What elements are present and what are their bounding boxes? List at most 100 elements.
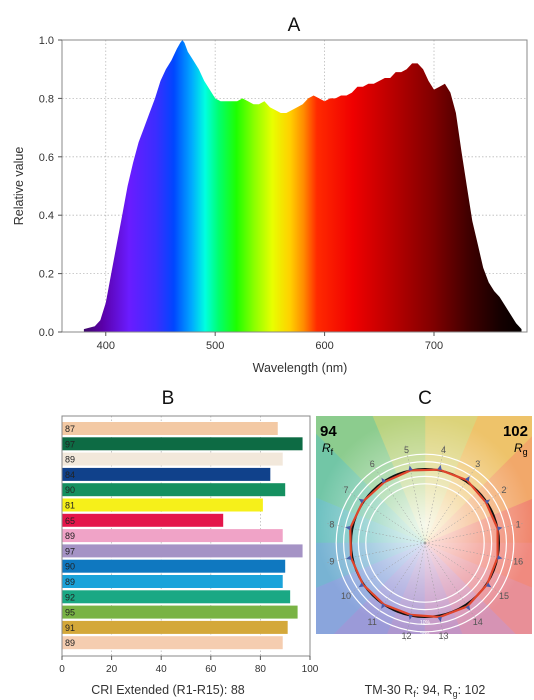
cri-bar-label: 89 <box>65 577 75 587</box>
bin-label: 6 <box>370 459 375 469</box>
cri-bar <box>62 513 224 527</box>
x-tick-label: 40 <box>156 664 168 675</box>
y-tick-label: 0.0 <box>39 327 54 339</box>
panel-b-x-ticks: 0 20 40 60 80 100 <box>59 656 319 675</box>
cri-bar <box>62 483 286 497</box>
rg-label-letter: R <box>514 441 523 455</box>
x-tick-label: 80 <box>255 664 267 675</box>
x-tick-label: 700 <box>425 340 443 352</box>
reference-ring <box>357 475 493 611</box>
x-tick-label: 60 <box>205 664 217 675</box>
tm30-bin-spokes <box>326 444 524 642</box>
cri-bar <box>62 467 271 481</box>
cri-bar-label: 92 <box>65 592 75 602</box>
shift-arrow <box>465 605 471 611</box>
x-tick-label: 500 <box>206 340 224 352</box>
cri-bar <box>62 575 283 588</box>
panel-c-letter: C <box>418 388 432 409</box>
panel-b-letter: B <box>162 388 175 409</box>
bin-spoke <box>405 444 426 544</box>
x-tick-label: 100 <box>302 664 319 675</box>
panel-a-plot-frame <box>61 39 528 333</box>
bin-label: 14 <box>473 617 483 627</box>
bin-spoke <box>424 459 481 544</box>
bin-spoke <box>424 542 509 599</box>
bin-spoke <box>341 542 426 599</box>
tm30-reference-rings <box>335 453 515 633</box>
cri-bar <box>62 590 291 604</box>
cri-bar-label: 65 <box>65 516 75 526</box>
y-tick-label: 0.2 <box>39 269 54 281</box>
tm30-shift-arrows <box>345 464 503 622</box>
bin-label: 12 <box>401 631 411 641</box>
cri-bar-label: 81 <box>65 501 75 511</box>
shift-arrow <box>345 525 351 531</box>
caption-rf-sub: f <box>413 689 416 699</box>
rf-value: 94 <box>320 423 337 440</box>
shift-arrow <box>484 499 491 505</box>
rg-label-sub: g <box>523 447 528 457</box>
cri-bar-label: 89 <box>65 455 75 465</box>
bin-spoke <box>326 523 426 544</box>
panel-b-plot-frame <box>61 415 311 657</box>
bin-spoke <box>424 542 445 642</box>
cri-bar-label: 97 <box>65 546 75 556</box>
panel-b-bars: 87 97 89 84 90 81 65 89 97 90 89 92 95 91 89 <box>62 422 303 650</box>
cri-bar-label: 97 <box>65 439 75 449</box>
bin-label: 8 <box>329 519 334 529</box>
rf-label-letter: R <box>322 441 331 455</box>
tm30-center-fade <box>316 416 532 634</box>
panel-a-x-ticks: 400 500 600 700 <box>97 332 443 352</box>
rg-label: Rg <box>514 441 528 457</box>
bin-spoke <box>424 542 481 627</box>
bin-spoke <box>424 487 509 544</box>
bin-label: 3 <box>475 459 480 469</box>
bin-spoke <box>369 459 426 544</box>
cri-bar-label: 87 <box>65 424 75 434</box>
cri-bar <box>62 422 278 435</box>
cri-bar <box>62 452 283 466</box>
bin-label: 16 <box>513 557 523 567</box>
shift-arrow <box>346 555 352 560</box>
y-tick-label: 1.0 <box>39 35 54 47</box>
shift-arrow <box>485 582 492 588</box>
bin-label: 9 <box>329 557 334 567</box>
shift-arrow <box>465 476 470 482</box>
reference-ring <box>365 483 485 603</box>
shift-arrow <box>437 464 442 471</box>
panel-a-xlabel: Wavelength (nm) <box>253 361 348 375</box>
cri-bar-label: 90 <box>65 485 75 495</box>
cri-bar <box>62 605 298 619</box>
cri-bar <box>62 636 283 650</box>
bin-label: 1 <box>516 519 521 529</box>
cri-bar-label: 95 <box>65 608 75 618</box>
bin-label: 15 <box>499 591 509 601</box>
cri-bar <box>62 620 288 634</box>
cri-bar <box>62 544 303 558</box>
cri-bar <box>62 559 286 573</box>
spectrum-area <box>83 40 522 332</box>
bin-spoke <box>424 444 445 544</box>
bin-label: 7 <box>344 485 349 495</box>
panel-a-ylabel: Relative value <box>12 147 26 226</box>
caption-rg-sub: g <box>453 689 458 699</box>
reference-ring <box>343 461 508 626</box>
y-tick-label: 0.8 <box>39 93 54 105</box>
bin-spoke <box>341 487 426 544</box>
shift-arrow <box>358 498 365 504</box>
tm30-ring-label-10: 10% <box>420 620 431 626</box>
cri-bar-label: 90 <box>65 562 75 572</box>
shift-arrow <box>381 477 387 484</box>
shift-arrow <box>408 614 413 620</box>
bin-label: 5 <box>404 445 409 455</box>
shift-arrow <box>437 616 442 622</box>
shift-arrow <box>408 465 413 471</box>
panel-b-caption: CRI Extended (R1-R15): 88 <box>91 683 245 697</box>
x-tick-label: 20 <box>106 664 118 675</box>
bin-spoke <box>369 542 426 627</box>
rg-value: 102 <box>503 423 528 440</box>
bin-spoke <box>405 542 426 642</box>
x-tick-label: 400 <box>97 340 115 352</box>
cri-bar <box>62 529 283 543</box>
